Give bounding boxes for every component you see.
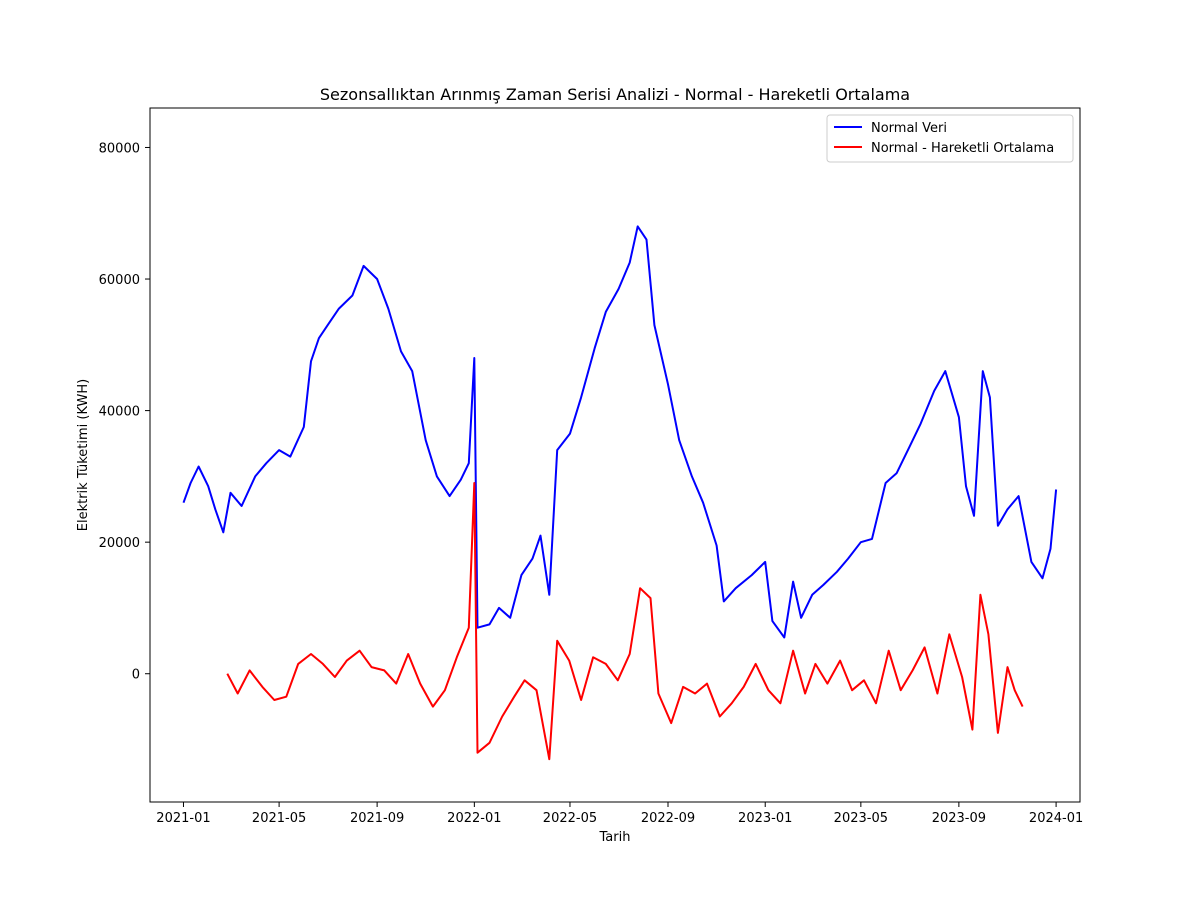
chart-title: Sezonsallıktan Arınmış Zaman Serisi Anal… [320,85,910,104]
series-line-2 [226,482,1024,761]
x-axis-label: Tarih [599,830,631,845]
legend-label-1: Normal Veri [871,121,947,136]
series-line-1 [182,225,1058,639]
legend-box [826,114,1074,163]
x-tick-label: 2021-01 [156,811,210,826]
x-tick-label: 2023-05 [834,811,888,826]
plot-area [182,225,1058,761]
axes-frame [149,107,1081,803]
y-tick-label: 20000 [99,536,140,551]
x-tick-label: 2023-01 [738,811,792,826]
y-tick-label: 60000 [99,273,140,288]
x-tick-label: 2022-05 [543,811,597,826]
x-tick-label: 2023-09 [932,811,986,826]
x-tick-label: 2022-01 [447,811,501,826]
x-tick-label: 2021-09 [350,811,404,826]
y-tick-label: 40000 [99,405,140,420]
x-tick-label: 2022-09 [641,811,695,826]
axes: 2021-01 2021-05 2021-09 2022-01 2022-05 2022-… [99,107,1083,826]
y-axis-label: Elektrik Tüketimi (KWH) [76,379,91,531]
y-tick-label: 80000 [99,141,140,156]
legend: Normal Veri Normal - Hareketli Ortalama [826,114,1074,163]
y-tick-label: 0 [132,668,140,683]
x-tick-label: 2021-05 [252,811,306,826]
x-tick-label: 2024-01 [1029,811,1083,826]
legend-label-2: Normal - Hareketli Ortalama [871,141,1054,156]
